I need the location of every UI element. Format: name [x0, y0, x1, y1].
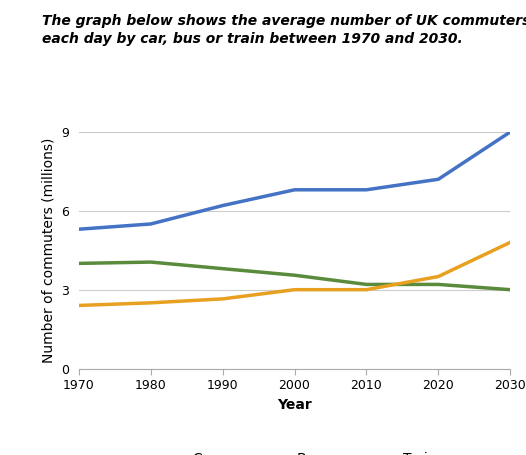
Train: [435, 274, 441, 279]
Car: [435, 177, 441, 182]
Train: [363, 287, 370, 293]
Text: The graph below shows the average number of UK commuters travelling
each day by : The graph below shows the average number…: [42, 14, 526, 46]
Train: [291, 287, 298, 293]
Bus: [76, 261, 82, 266]
Bus: [291, 273, 298, 278]
Train: [507, 240, 513, 245]
Line: Car: Car: [79, 132, 510, 229]
Train: [76, 303, 82, 308]
Car: [363, 187, 370, 192]
Train: [219, 296, 226, 302]
Car: [148, 221, 154, 227]
Bus: [219, 266, 226, 271]
Car: [291, 187, 298, 192]
Bus: [507, 287, 513, 293]
X-axis label: Year: Year: [277, 398, 312, 411]
Train: [148, 300, 154, 306]
Car: [507, 129, 513, 135]
Bus: [363, 282, 370, 287]
Line: Bus: Bus: [79, 262, 510, 290]
Line: Train: Train: [79, 243, 510, 305]
Bus: [435, 282, 441, 287]
Car: [76, 227, 82, 232]
Bus: [148, 259, 154, 265]
Legend: Car, Bus, Train: Car, Bus, Train: [147, 446, 442, 455]
Y-axis label: Number of commuters (millions): Number of commuters (millions): [42, 137, 56, 363]
Car: [219, 203, 226, 208]
